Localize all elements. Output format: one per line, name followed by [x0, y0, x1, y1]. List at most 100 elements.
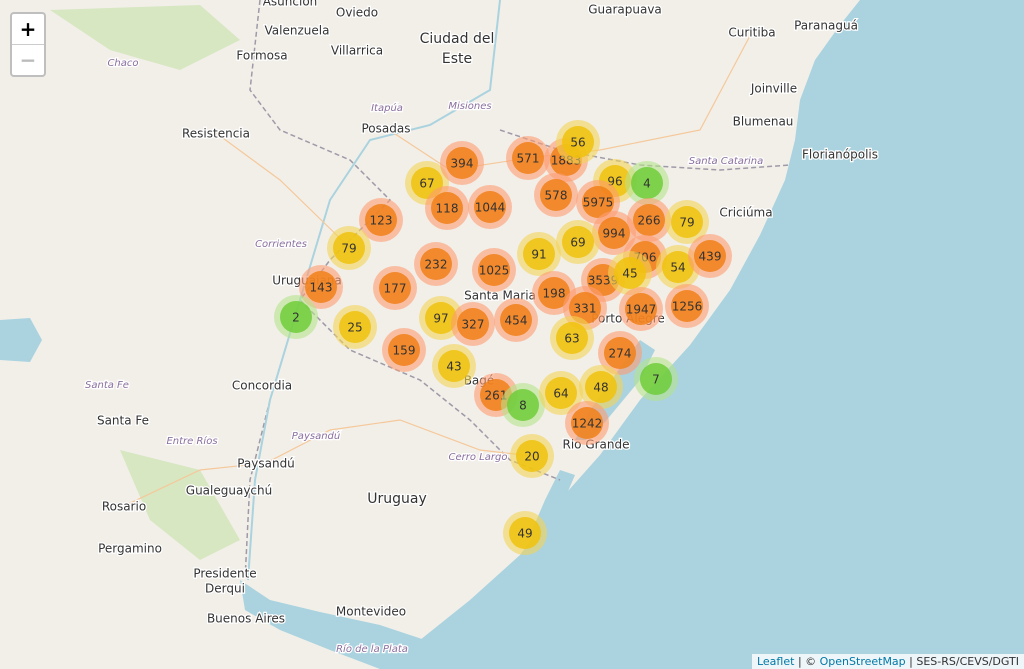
place-label: Cerro Largo [449, 452, 508, 463]
cluster-count: 79 [341, 242, 356, 256]
cluster-marker[interactable]: 56 [556, 120, 600, 164]
cluster-core [540, 179, 572, 211]
cluster-marker[interactable]: 274 [598, 331, 642, 375]
cluster-core [333, 232, 365, 264]
cluster-marker[interactable]: 4 [625, 161, 669, 205]
cluster-core [562, 126, 594, 158]
cluster-marker[interactable]: 1242 [565, 401, 609, 445]
cluster-marker[interactable]: 79 [327, 226, 371, 270]
cluster-marker[interactable]: 159 [382, 328, 426, 372]
cluster-marker[interactable]: 2 [274, 295, 318, 339]
cluster-marker[interactable]: 266 [627, 198, 671, 242]
place-label: Resistencia [182, 127, 250, 141]
cluster-marker[interactable]: 394 [440, 141, 484, 185]
place-label: Presidente [193, 567, 256, 581]
cluster-core [523, 238, 555, 270]
cluster-marker[interactable]: 578 [534, 173, 578, 217]
cluster-marker[interactable]: 994 [592, 211, 636, 255]
cluster-marker[interactable]: 1256 [665, 284, 709, 328]
cluster-core [633, 204, 665, 236]
cluster-core [538, 277, 570, 309]
place-label: Santa Catarina [689, 156, 764, 167]
cluster-core [507, 389, 539, 421]
cluster-marker[interactable]: 25 [333, 305, 377, 349]
cluster-count: 63 [564, 332, 579, 346]
place-label: Montevideo [336, 605, 406, 619]
leaflet-link[interactable]: Leaflet [756, 655, 795, 668]
cluster-marker[interactable]: 43 [432, 344, 476, 388]
cluster-count: 8 [519, 399, 527, 413]
cluster-marker[interactable]: 571 [506, 136, 550, 180]
place-label: Santa Fe [97, 414, 149, 428]
cluster-marker[interactable]: 64 [539, 371, 583, 415]
cluster-core [516, 440, 548, 472]
cluster-core [671, 206, 703, 238]
cluster-count: 91 [531, 248, 546, 262]
place-label: Itapúa [371, 102, 403, 114]
place-label: Paysandú [237, 457, 295, 471]
place-label: Entre Ríos [166, 435, 217, 447]
cluster-marker[interactable]: 123 [359, 198, 403, 242]
cluster-count: 45 [622, 267, 637, 281]
cluster-marker[interactable]: 20 [510, 434, 554, 478]
cluster-count: 4 [643, 177, 651, 191]
cluster-core [420, 248, 452, 280]
cluster-count: 48 [593, 381, 608, 395]
cluster-count: 79 [679, 216, 694, 230]
cluster-marker[interactable]: 439 [688, 234, 732, 278]
cluster-marker[interactable]: 327 [451, 302, 495, 346]
cluster-core [425, 302, 457, 334]
cluster-count: 571 [517, 152, 540, 166]
cluster-marker[interactable]: 177 [373, 266, 417, 310]
cluster-core [474, 191, 506, 223]
zoom-control: + − [10, 12, 46, 77]
cluster-marker[interactable]: 1947 [619, 287, 663, 331]
place-label: Curitiba [728, 26, 775, 40]
zoom-out-button[interactable]: − [12, 44, 44, 75]
place-label: Corrientes [255, 239, 307, 250]
cluster-marker[interactable]: 91 [517, 232, 561, 276]
border [249, 0, 561, 481]
cluster-marker[interactable]: 79 [665, 200, 709, 244]
cluster-marker[interactable]: 48 [579, 365, 623, 409]
zoom-in-button[interactable]: + [19, 17, 37, 41]
cluster-marker[interactable]: 45 [608, 251, 652, 295]
green-area [120, 450, 240, 560]
cluster-marker[interactable]: 1044 [468, 185, 512, 229]
place-label: Florianópolis [802, 148, 878, 162]
cluster-core [604, 337, 636, 369]
cluster-core [457, 308, 489, 340]
cluster-count: 327 [462, 318, 485, 332]
cluster-count: 1044 [475, 201, 506, 215]
cluster-marker[interactable]: 69 [556, 220, 600, 264]
cluster-marker[interactable]: 49 [503, 511, 547, 555]
cluster-marker[interactable]: 454 [494, 298, 538, 342]
cluster-count: 143 [310, 281, 333, 295]
cluster-core [582, 186, 614, 218]
cluster-marker[interactable]: 198 [532, 271, 576, 315]
cluster-marker[interactable]: 143 [299, 265, 343, 309]
cluster-count: 54 [670, 261, 685, 275]
attribution-text: | © [797, 655, 817, 668]
place-label: Valenzuela [265, 24, 330, 38]
place-label: Santa Fe [85, 380, 129, 391]
river [247, 0, 501, 581]
cluster-core [625, 293, 657, 325]
cluster-marker[interactable]: 63 [550, 316, 594, 360]
cluster-core [500, 304, 532, 336]
cluster-core [305, 271, 337, 303]
cluster-marker[interactable]: 8 [501, 383, 545, 427]
cluster-marker[interactable]: 118 [425, 186, 469, 230]
attribution-text: | SES-RS/CEVS/DGTI [909, 655, 1019, 668]
osm-link[interactable]: OpenStreetMap [819, 655, 906, 668]
cluster-marker[interactable]: 7 [634, 357, 678, 401]
cluster-count: 5975 [583, 196, 614, 210]
cluster-count: 123 [370, 214, 393, 228]
estuary [240, 580, 470, 669]
cluster-core [585, 371, 617, 403]
cluster-marker[interactable]: 232 [414, 242, 458, 286]
cluster-marker[interactable]: 1025 [472, 248, 516, 292]
cluster-core [694, 240, 726, 272]
cluster-count: 7 [652, 373, 660, 387]
